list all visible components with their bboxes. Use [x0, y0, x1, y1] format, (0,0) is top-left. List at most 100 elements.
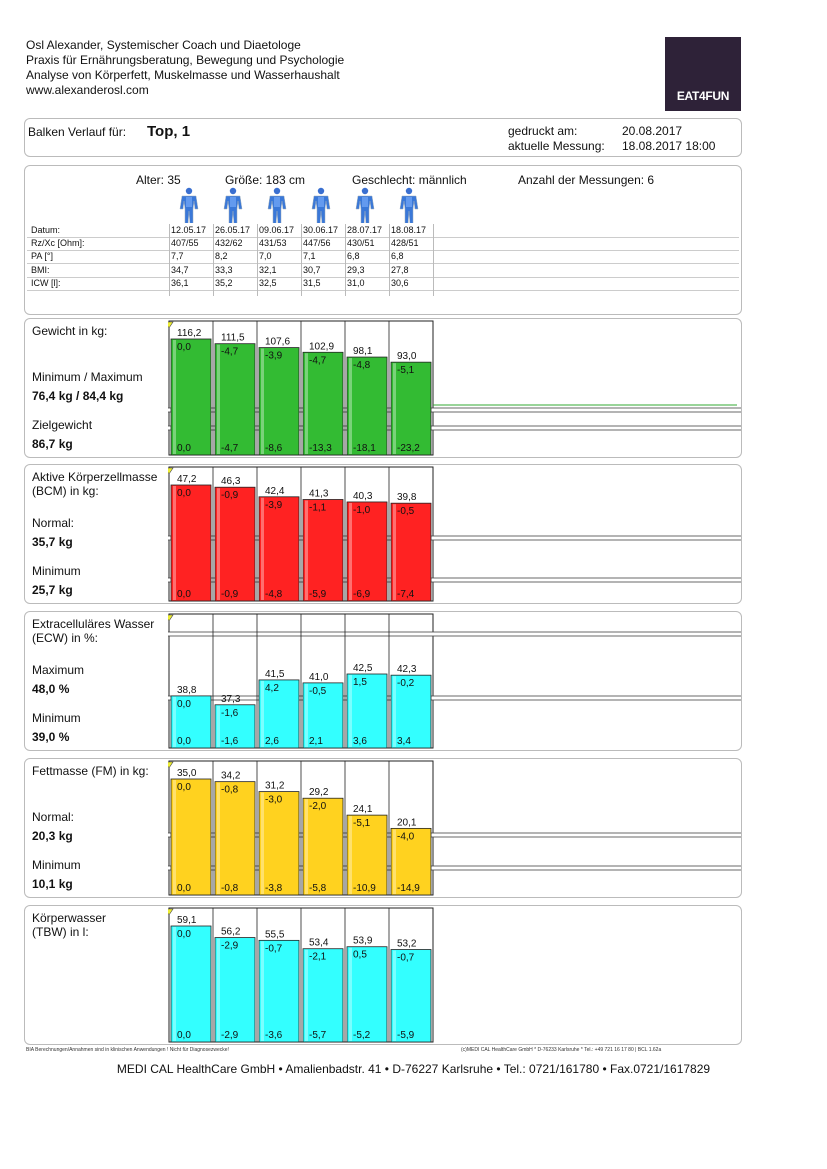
history-label: Balken Verlauf für: [28, 125, 127, 139]
table-cell: 32,5 [259, 278, 277, 288]
bar-value-label: 37,3 [221, 694, 241, 705]
bar-change-label: -3,9 [265, 351, 283, 362]
table-cell: 7,1 [303, 251, 316, 261]
bar-cumulative-label: -10,9 [353, 883, 376, 894]
data-bar [302, 351, 344, 456]
data-bar [302, 948, 344, 1043]
bar-cumulative-label: -5,9 [397, 1030, 415, 1041]
data-bar [170, 338, 212, 456]
bar-value-label: 53,9 [353, 936, 373, 947]
bar-highlight [349, 358, 352, 454]
bar-cumulative-label: 0,0 [177, 1030, 191, 1041]
bar-value-label: 59,1 [177, 915, 197, 926]
header-line-2: Praxis für Ernährungsberatung, Bewegung … [26, 53, 345, 67]
bar-highlight [393, 950, 396, 1041]
bar-change-label: 4,2 [265, 683, 279, 694]
patient-info-box: Balken Verlauf für: Top, 1 gedruckt am: … [24, 118, 742, 157]
bar-change-label: -4,0 [397, 831, 415, 842]
bar-value-label: 24,1 [353, 804, 373, 815]
table-row-divider [27, 277, 739, 278]
bar-highlight [305, 500, 308, 600]
table-cell: 430/51 [347, 238, 375, 248]
table-row-divider [27, 237, 739, 238]
age-text: Alter: 35 [136, 173, 181, 187]
panel-reference-value: 48,0 % [32, 682, 70, 696]
data-bar [170, 925, 212, 1043]
data-bar [302, 682, 344, 749]
bar-cumulative-label: -4,7 [221, 443, 239, 454]
panel-title-line: Fettmasse (FM) in kg: [32, 764, 149, 778]
bar-change-label: 0,0 [177, 929, 191, 940]
bar-highlight [173, 340, 176, 454]
bar-value-label: 102,9 [309, 341, 334, 352]
panel-reference-label: Normal: [32, 810, 75, 824]
bar-cumulative-label: 2,6 [265, 736, 279, 747]
panel-tbw: Körperwasser (TBW) in l: 59,1 0,0 0,0 56,2 -2,… [24, 905, 742, 1045]
bar-change-label: 1,5 [353, 677, 367, 688]
bar-value-label: 56,2 [221, 927, 241, 938]
bar-change-label: -0,5 [397, 506, 415, 517]
bar-change-label: -0,8 [221, 785, 239, 796]
bar-value-label: 55,5 [265, 929, 285, 940]
bar-highlight [261, 792, 264, 894]
table-cell: 6,8 [347, 251, 360, 261]
bar-value-label: 53,4 [309, 938, 329, 949]
table-column-divider [389, 224, 390, 296]
bar-cumulative-label: 2,1 [309, 736, 323, 747]
panel-reference-value: 25,7 kg [32, 583, 73, 597]
table-row-label: BMI: [31, 265, 50, 275]
bar-value-label: 20,1 [397, 817, 417, 828]
table-row-divider [27, 263, 739, 264]
table-cell: 32,1 [259, 265, 277, 275]
data-bar [214, 781, 256, 896]
bar-highlight [261, 680, 264, 747]
bar-value-label: 39,8 [397, 492, 417, 503]
panel-fm: Fettmasse (FM) in kg: Normal: 20,3 kg Minim… [24, 758, 742, 898]
body-figure-icon [223, 187, 243, 223]
table-cell: 30,6 [391, 278, 409, 288]
data-bar [214, 937, 256, 1043]
reference-band [168, 407, 741, 413]
bar-cumulative-label: -2,9 [221, 1030, 239, 1041]
marker-triangle-icon [168, 321, 174, 329]
header-website: www.alexanderosl.com [26, 83, 149, 97]
marker-triangle-icon [168, 467, 174, 475]
table-cell: 12.05.17 [171, 225, 207, 235]
bar-change-label: -3,0 [265, 795, 283, 806]
bar-value-label: 41,3 [309, 489, 329, 500]
panel-title: Extracelluläres Wasser (ECW) in %: [32, 617, 154, 645]
panel-title: Körperwasser (TBW) in l: [32, 911, 106, 939]
bar-cumulative-label: -5,8 [309, 883, 327, 894]
table-row-divider [27, 250, 739, 251]
panel-reference-label: Maximum [32, 663, 85, 677]
bar-cumulative-label: -3,6 [265, 1030, 283, 1041]
bar-cumulative-label: -5,2 [353, 1030, 371, 1041]
bar-value-label: 29,2 [309, 787, 329, 798]
data-bar [170, 695, 212, 749]
disclaimer-note: BIA Berechnungen/Annahmen sind in klinis… [26, 1047, 229, 1053]
body-figure-icon [179, 187, 199, 223]
marker-triangle-icon [168, 761, 174, 769]
bar-cumulative-label: -6,9 [353, 589, 371, 600]
data-bar [214, 704, 256, 749]
bar-highlight [217, 782, 220, 894]
panel-bar-chart: 38,8 0,0 0,0 37,3 -1,6 -1,6 41,5 4,2 2,6 41,0 -0,5… [168, 613, 741, 749]
table-cell: 27,8 [391, 265, 409, 275]
bar-highlight [393, 829, 396, 894]
data-bar [258, 939, 300, 1043]
table-cell: 26.05.17 [215, 225, 251, 235]
bar-change-label: 0,0 [177, 782, 191, 793]
bar-change-label: 0,5 [353, 950, 367, 961]
table-column-divider [213, 224, 214, 296]
current-measurement-label: aktuelle Messung: [508, 139, 605, 153]
panel-title-line: Körperwasser [32, 911, 107, 925]
table-row-label: Rz/Xc [Ohm]: [31, 238, 85, 248]
body-figure-icon [355, 187, 375, 223]
bar-value-label: 53,2 [397, 939, 417, 950]
bar-cumulative-label: 3,4 [397, 736, 411, 747]
bar-cumulative-label: -7,4 [397, 589, 415, 600]
bar-value-label: 116,2 [177, 328, 202, 339]
bar-cumulative-label: -18,1 [353, 443, 376, 454]
table-column-divider [433, 224, 434, 296]
data-bar [390, 502, 432, 602]
